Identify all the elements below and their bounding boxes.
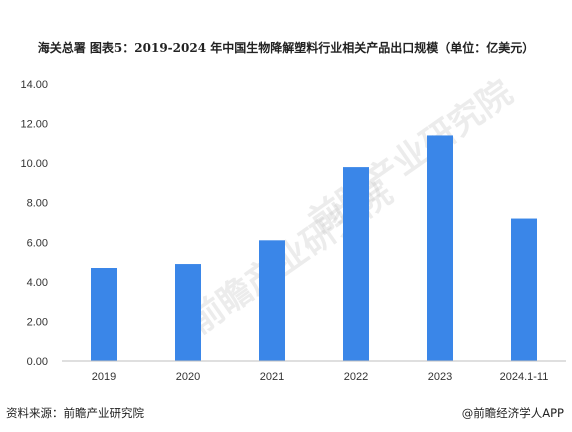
bar-series bbox=[91, 135, 537, 361]
brand-credit-text: @前瞻经济学人APP bbox=[461, 406, 564, 420]
bar-2020 bbox=[175, 264, 201, 361]
x-tick-label: 2022 bbox=[344, 371, 368, 383]
x-tick-label: 2019 bbox=[92, 371, 116, 383]
y-axis: 0.00 2.00 4.00 6.00 8.00 10.00 12.00 14.00 bbox=[20, 79, 48, 368]
x-tick-label: 2020 bbox=[176, 371, 200, 383]
y-tick-label: 4.00 bbox=[27, 277, 48, 289]
x-tick-label: 2023 bbox=[428, 371, 452, 383]
bar-2021 bbox=[259, 240, 285, 361]
y-tick-label: 6.00 bbox=[27, 237, 48, 249]
x-tick-label: 2021 bbox=[260, 371, 284, 383]
y-tick-label: 8.00 bbox=[27, 198, 48, 210]
brand-credit: @前瞻经济学人APP bbox=[462, 405, 564, 421]
chart-title: 海关总署 图表5：2019-2024 年中国生物降解塑料行业相关产品出口规模（单… bbox=[37, 41, 535, 55]
bar-2024.1-11 bbox=[511, 218, 537, 361]
y-tick-label: 12.00 bbox=[20, 119, 48, 131]
bar-2023 bbox=[427, 135, 453, 361]
x-axis: 2019 2020 2021 2022 2023 2024.1-11 bbox=[62, 360, 566, 383]
source-note: 资料来源：前瞻产业研究院 bbox=[6, 406, 144, 420]
y-tick-label: 0.00 bbox=[27, 356, 48, 368]
y-tick-label: 14.00 bbox=[20, 79, 48, 91]
x-tick-label: 2024.1-11 bbox=[500, 371, 549, 383]
y-tick-label: 2.00 bbox=[27, 316, 48, 328]
bar-2019 bbox=[91, 268, 117, 361]
y-tick-label: 10.00 bbox=[20, 158, 48, 170]
bar-2022 bbox=[343, 167, 369, 361]
